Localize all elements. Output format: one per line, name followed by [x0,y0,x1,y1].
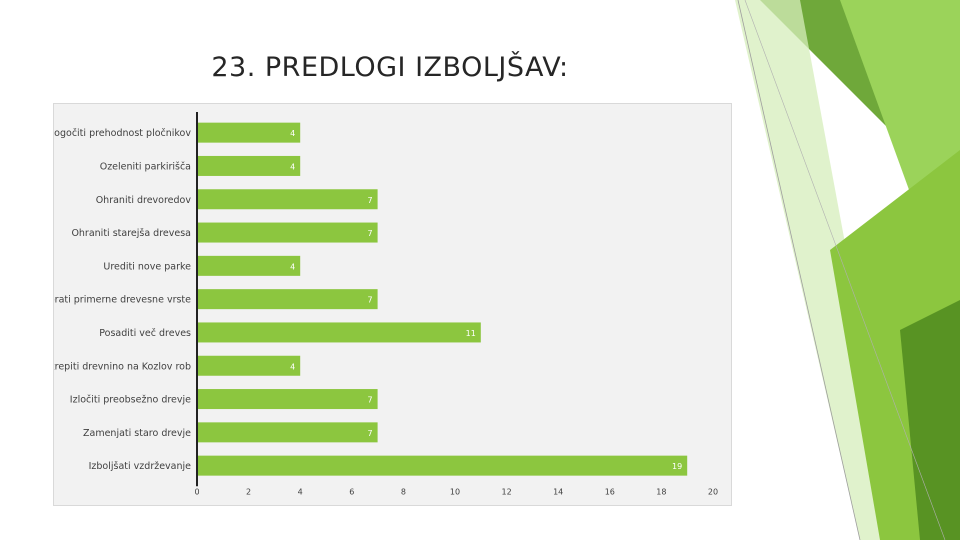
category-label: Izločiti preobsežno drevje [70,395,191,406]
data-label: 4 [290,362,295,371]
category-label: Zamenjati staro drevje [83,428,191,439]
bar [197,355,301,376]
data-label: 7 [368,196,373,205]
category-label: Izbrati primerne drevesne vrste [54,295,191,306]
data-label: 7 [368,229,373,238]
x-tick-label: 14 [553,487,563,496]
category-label: Ohraniti starejša drevesa [71,228,191,239]
dark-accent-shape [900,300,960,540]
x-tick-label: 2 [246,487,251,496]
bar [197,322,481,343]
bar [197,289,378,310]
bar [197,155,301,176]
slide-title: 23. PREDLOGI IZBOLJŠAV: [211,52,569,83]
accent-line [744,0,946,540]
x-tick-label: 10 [450,487,460,496]
x-tick-label: 6 [349,487,354,496]
bar [197,422,378,443]
category-label: Ozeleniti parkirišča [100,161,191,172]
bar [197,389,378,410]
data-label: 7 [368,296,373,305]
x-tick-label: 8 [401,487,406,496]
chart-panel: Omogočiti prehodnost pločnikov 4 Ozeleniti… [53,103,732,506]
x-tick-label: 0 [194,487,199,496]
category-label: Ohraniti drevoredov [96,195,192,206]
category-label: Posaditi več dreves [99,328,191,339]
data-label: 4 [290,129,295,138]
bar [197,255,301,276]
x-tick-label: 4 [298,487,303,496]
data-label: 4 [290,262,295,271]
data-label: 4 [290,162,295,171]
x-tick-label: 18 [656,487,666,496]
category-label: Urediti nove parke [103,261,191,272]
x-tick-label: 16 [605,487,615,496]
data-label: 7 [368,396,373,405]
accent-line [737,0,861,540]
data-label: 11 [466,329,476,338]
x-tick-label: 12 [502,487,512,496]
bar [197,189,378,210]
data-label: 19 [672,462,682,471]
category-label: Okrepiti drevnino na Kozlov rob [54,361,191,372]
bar-chart: Omogočiti prehodnost pločnikov 4 Ozeleniti… [54,112,718,496]
bar [197,222,378,243]
category-label: Omogočiti prehodnost pločnikov [54,128,191,139]
bar [197,122,301,143]
x-tick-label: 20 [708,487,718,496]
category-label: Izboljšati vzdrževanje [89,461,192,472]
bar [197,455,688,476]
data-label: 7 [368,429,373,438]
